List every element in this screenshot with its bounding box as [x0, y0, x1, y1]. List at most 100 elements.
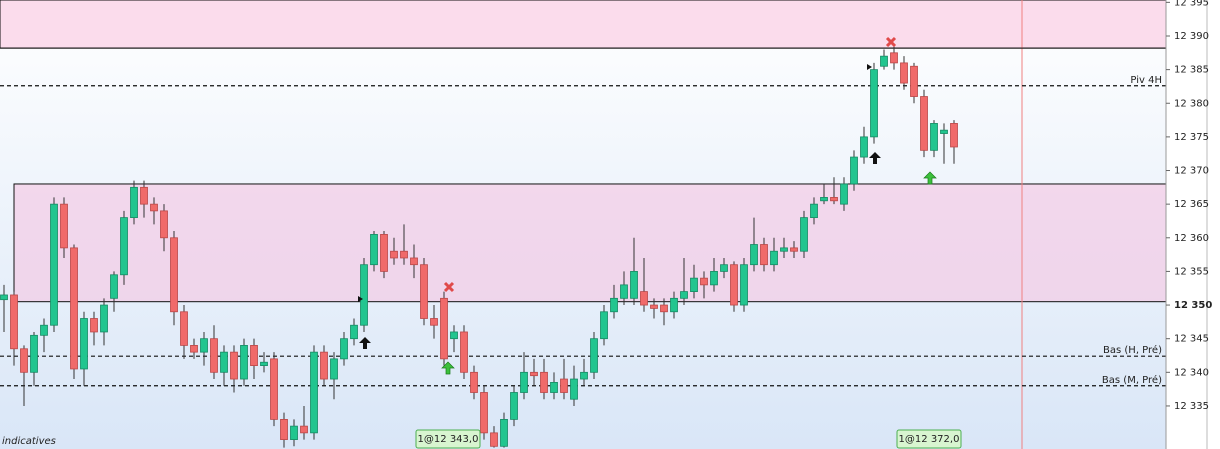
candle-body: [510, 392, 518, 420]
candle-body: [440, 297, 448, 360]
candle-body: [270, 358, 278, 420]
candle-body: [900, 62, 908, 84]
candle-body: [540, 371, 548, 393]
candle-body: [670, 297, 678, 313]
candle-body: [520, 371, 528, 393]
candle-body: [80, 318, 88, 370]
candle-body: [950, 123, 958, 148]
candle-body: [410, 257, 418, 266]
candle-body: [430, 318, 438, 326]
level-label: Bas (M, Pré): [1102, 374, 1162, 386]
candle-body: [370, 234, 378, 266]
candle-body: [780, 247, 788, 252]
arrow-up: [869, 152, 881, 164]
candle-body: [190, 345, 198, 353]
candle-body: [830, 197, 838, 202]
candle-body: [860, 136, 868, 158]
signals: [358, 36, 937, 375]
arrow-up: [923, 171, 937, 185]
candle-body: [60, 203, 68, 249]
candle-body: [580, 371, 588, 380]
candle-body: [680, 291, 688, 299]
candle-body: [0, 294, 8, 301]
zone: [0, 0, 1167, 49]
candle-body: [730, 264, 738, 306]
candle-body: [810, 203, 818, 219]
candle-body: [220, 351, 228, 373]
candle-body: [300, 425, 308, 434]
candle-body: [20, 348, 28, 373]
candle-body: [500, 419, 508, 447]
candle-body: [690, 277, 698, 292]
candle-body: [470, 371, 478, 393]
candle-body: [30, 334, 38, 373]
candle-body: [790, 247, 798, 252]
candle-body: [290, 425, 298, 440]
candle-body: [570, 378, 578, 400]
candle-body: [340, 338, 348, 360]
candle-body: [250, 345, 258, 366]
candle-body: [870, 69, 878, 138]
y-tick-label: 12 360: [1174, 233, 1209, 244]
candle-body: [320, 351, 328, 380]
candle-body: [100, 304, 108, 333]
y-tick-label: 12 390: [1174, 31, 1209, 42]
candle-body: [940, 129, 948, 134]
candle-body: [720, 264, 728, 272]
y-tick-label: 12 385: [1174, 65, 1209, 76]
candle-body: [590, 338, 598, 373]
y-tick-label: 12 365: [1174, 199, 1209, 210]
y-tick-label: 12 370: [1174, 166, 1209, 177]
candle-body: [140, 186, 148, 205]
candle-body: [170, 237, 178, 313]
candle-body: [650, 304, 658, 309]
candle-body: [480, 392, 488, 434]
order-tag: [896, 429, 962, 449]
candle-body: [330, 358, 338, 380]
candle-body: [120, 217, 128, 276]
candle-body: [230, 351, 238, 380]
candle-body: [130, 186, 138, 219]
y-tick-label: 12 355: [1174, 266, 1209, 277]
candle-body: [610, 297, 618, 313]
candle-body: [210, 338, 218, 373]
candle-body: [450, 331, 458, 340]
pointer: [358, 296, 363, 302]
candle-body: [400, 250, 408, 259]
candle-body: [180, 311, 188, 346]
y-tick-label: 12 380: [1174, 98, 1209, 109]
axis-panel: [1166, 0, 1220, 449]
candle-body: [530, 371, 538, 377]
candle-body: [890, 52, 898, 64]
cross-marker: [885, 36, 897, 48]
y-tick-label: 12 345: [1174, 334, 1209, 345]
order-label: 1@12 372,0: [899, 434, 960, 445]
candle-body: [800, 217, 808, 252]
candle-body: [700, 277, 708, 286]
candle-body: [110, 274, 118, 299]
candle-body: [200, 338, 208, 353]
candle-body: [310, 351, 318, 434]
candle-body: [740, 264, 748, 306]
zone: [13, 183, 1167, 303]
candle-body: [760, 244, 768, 266]
candle-body: [840, 183, 848, 205]
candle-body: [620, 284, 628, 299]
candle-body: [280, 419, 288, 440]
candle-body: [420, 264, 428, 319]
candle-body: [920, 96, 928, 151]
arrow-up: [441, 361, 455, 375]
candle-body: [750, 244, 758, 266]
candle-body: [880, 55, 888, 67]
candle-body: [240, 345, 248, 380]
y-tick-label: 12 340: [1174, 367, 1209, 378]
candle-body: [390, 250, 398, 259]
candle-body: [710, 271, 718, 286]
y-tick-label: 12 335: [1174, 401, 1209, 412]
order-tag: [415, 429, 481, 449]
candle-body: [640, 291, 648, 306]
candle-body: [360, 264, 368, 326]
candle-body: [770, 250, 778, 266]
